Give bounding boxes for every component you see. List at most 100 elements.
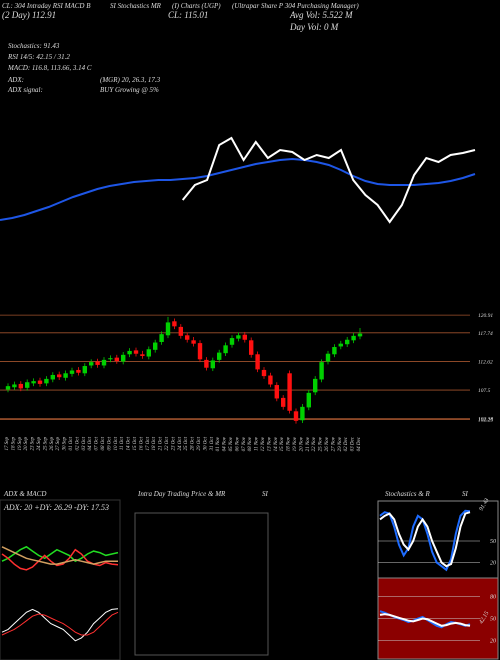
x-tick-label: 30 Sep: [63, 437, 68, 451]
series-line: [1, 608, 119, 642]
x-tick-label: 07 Oct: [95, 436, 100, 450]
candle-body: [31, 381, 36, 384]
x-tick-label: 01 Nov: [216, 436, 221, 451]
candle-body: [357, 333, 363, 337]
x-tick-label: 16 Oct: [139, 436, 144, 450]
candle-body: [261, 369, 267, 377]
panel-title: SI: [462, 490, 469, 498]
x-tick-label: 24 Oct: [178, 436, 183, 450]
candle-body: [44, 378, 49, 384]
series-line: [181, 136, 476, 224]
stat: MACD: 116.8, 113.66, 3.14 C: [7, 64, 92, 72]
head: CL: 115.01: [168, 10, 208, 20]
series-line: [379, 509, 471, 572]
x-tick-label: 26 Nov: [325, 436, 330, 451]
y-tick-label: 102.25: [478, 417, 493, 423]
candle-body: [351, 335, 356, 341]
candle-body: [223, 345, 228, 354]
candle-body: [69, 370, 75, 374]
series-line: [1, 548, 119, 571]
stat: RSI 14/5: 42.15 / 31.2: [7, 53, 70, 61]
series-line: [379, 613, 471, 627]
panel-title: ADX & MACD: [3, 490, 46, 498]
candle-body: [313, 378, 318, 393]
x-tick-label: 26 Sep: [50, 437, 55, 451]
panel-subtitle: ADX: 20 +DY: 26.29 -DY: 17.53: [3, 503, 109, 512]
candle-body: [153, 342, 158, 350]
candle-body: [101, 359, 107, 366]
candle-body: [345, 339, 350, 345]
stat: ADX:: [7, 76, 24, 84]
head: (Ultrapar Share P 304 Purchasing Manager…: [232, 2, 359, 10]
candle-body: [12, 384, 17, 388]
y-tick-label: 80: [490, 595, 496, 601]
x-tick-label: 11 Oct: [120, 436, 125, 450]
series-line: [1, 546, 118, 565]
candle-body: [5, 386, 11, 390]
head: SI Stochastics MR: [110, 2, 162, 10]
x-tick-label: 02 Oct: [75, 436, 80, 450]
panel-title: Intra Day Trading Price & MR: [137, 490, 226, 498]
head: Avg Vol: 5.522 M: [289, 10, 353, 20]
series-line: [0, 157, 476, 221]
candle-body: [274, 385, 279, 399]
head: (2 Day) 112.91: [2, 10, 56, 20]
panel-title: Stochastics & R: [385, 490, 430, 498]
x-tick-label: 07 Nov: [242, 436, 247, 451]
x-tick-label: 04 Oct: [88, 436, 93, 450]
candle-body: [287, 373, 292, 411]
x-tick-label: 05 Nov: [229, 436, 234, 451]
candle-body: [89, 362, 94, 366]
candle-body: [50, 374, 55, 380]
candle-body: [338, 343, 343, 347]
candle-body: [121, 354, 126, 362]
candle-body: [319, 362, 324, 380]
x-tick-label: 10 Oct: [114, 436, 119, 450]
head: Day Vol: 0 M: [289, 22, 339, 32]
x-tick-label: 29 Nov: [338, 436, 343, 451]
candle-body: [159, 334, 164, 342]
x-tick-label: 09 Oct: [107, 436, 112, 450]
x-tick-label: 23 Oct: [171, 436, 176, 450]
x-tick-label: 08 Oct: [101, 436, 106, 450]
x-tick-label: 22 Oct: [165, 436, 170, 450]
candle-body: [82, 366, 87, 374]
x-tick-label: 03 Dec: [351, 436, 356, 451]
x-tick-label: 11 Nov: [255, 436, 260, 451]
x-tick-label: 04 Nov: [223, 436, 228, 451]
x-tick-label: 14 Nov: [274, 436, 279, 451]
x-tick-label: 25 Nov: [319, 436, 324, 451]
x-tick-label: 25 Oct: [184, 436, 189, 450]
x-tick-label: 08 Nov: [248, 436, 253, 451]
stat: ADX signal:: [7, 86, 43, 94]
candle-body: [127, 350, 132, 355]
candle-body: [229, 338, 235, 345]
stat: Stochastics: 91.43: [8, 42, 60, 50]
candle-body: [236, 335, 241, 339]
x-tick-label: 02 Dec: [344, 436, 349, 451]
candle-body: [281, 397, 286, 407]
x-tick-label: 22 Nov: [312, 436, 317, 451]
y-tick-label: 107.5: [478, 388, 491, 394]
panel: [0, 499, 121, 660]
x-tick-label: 19 Sep: [18, 437, 23, 451]
x-tick-label: 20 Nov: [299, 436, 304, 451]
series-line: [1, 545, 119, 563]
series-line: [1, 611, 119, 636]
candle-body: [146, 349, 151, 357]
x-tick-label: 29 Oct: [197, 436, 202, 450]
x-tick-label: 23 Sep: [31, 437, 36, 451]
head: (I) Charts (UGP): [172, 2, 221, 10]
candle-body: [57, 374, 62, 378]
intraday-panel: [134, 512, 269, 656]
x-tick-label: 14 Oct: [127, 436, 132, 450]
x-tick-label: 19 Nov: [293, 436, 298, 451]
candle-body: [165, 322, 171, 336]
candle-body: [293, 411, 299, 421]
x-tick-label: 20 Sep: [24, 437, 29, 451]
stat: BUY Growing @ 5%: [100, 86, 159, 94]
candle-body: [95, 361, 100, 365]
candle-body: [249, 340, 254, 355]
